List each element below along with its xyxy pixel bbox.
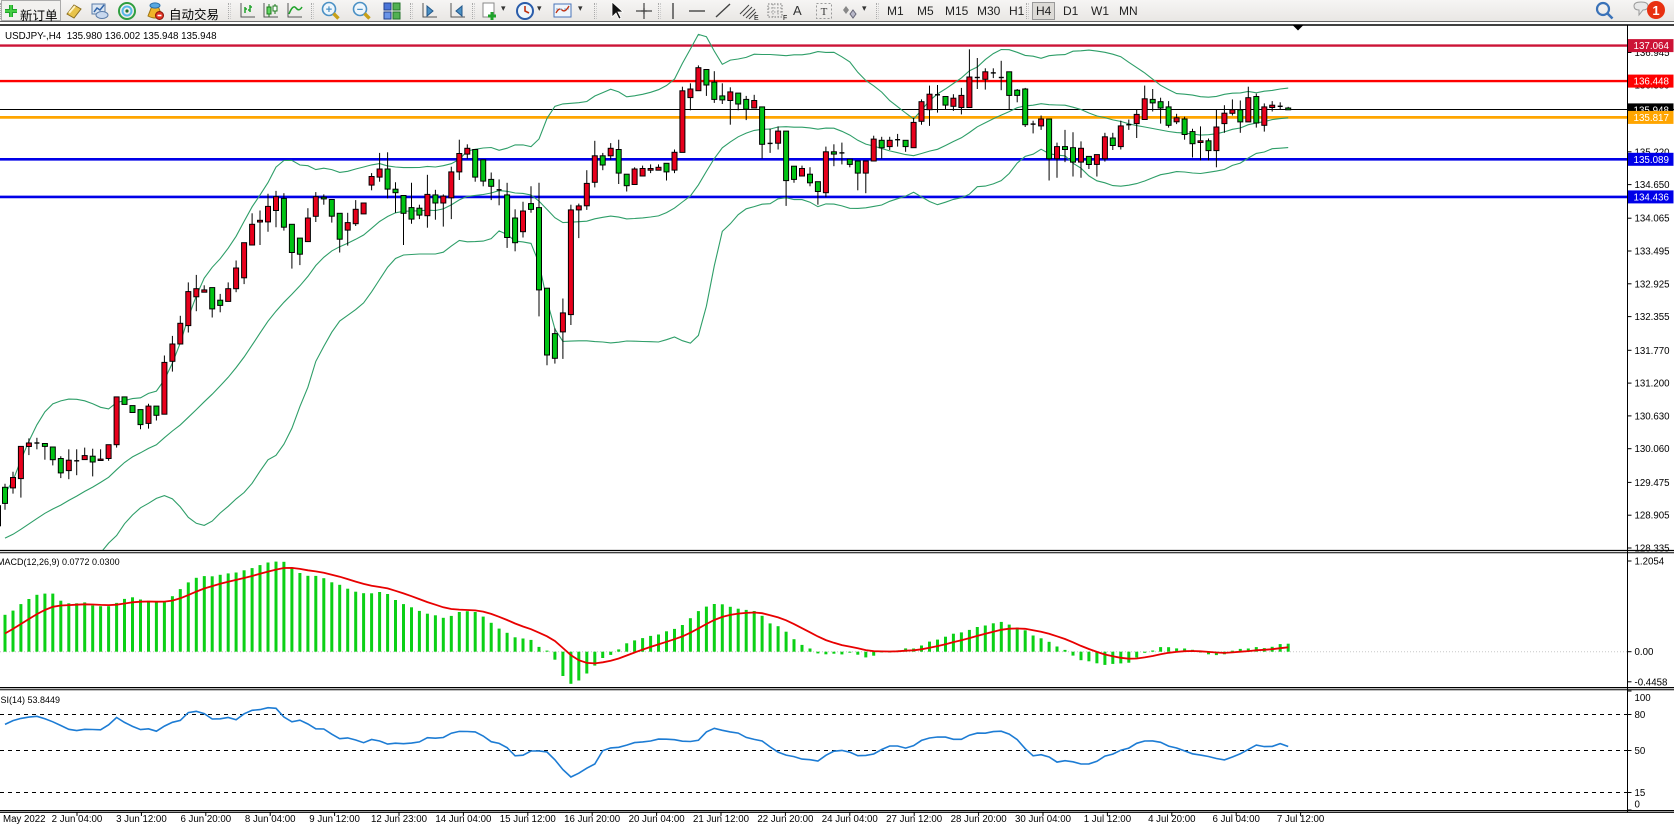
svg-text:15: 15 xyxy=(1635,788,1646,799)
svg-text:50: 50 xyxy=(1635,746,1646,757)
svg-text:May 2022: May 2022 xyxy=(3,814,46,825)
svg-text:USDJPY-,H4 135.980 136.002 13: USDJPY-,H4 135.980 136.002 135.948 135.9… xyxy=(5,31,217,42)
svg-text:132.355: 132.355 xyxy=(1635,312,1670,323)
svg-text:130.630: 130.630 xyxy=(1635,411,1671,422)
svg-text:130.060: 130.060 xyxy=(1635,444,1671,455)
svg-text:6 Jul 04:00: 6 Jul 04:00 xyxy=(1212,814,1260,825)
svg-text:128.905: 128.905 xyxy=(1635,511,1670,522)
svg-text:+: + xyxy=(326,4,332,16)
svg-text:3 Jun 12:00: 3 Jun 12:00 xyxy=(116,814,167,825)
svg-text:E: E xyxy=(754,15,759,22)
svg-text:136.945: 136.945 xyxy=(1635,48,1670,59)
svg-text:24 Jun 04:00: 24 Jun 04:00 xyxy=(822,814,879,825)
svg-text:27 Jun 12:00: 27 Jun 12:00 xyxy=(886,814,943,825)
svg-text:131.770: 131.770 xyxy=(1635,346,1671,357)
svg-text:137.064: 137.064 xyxy=(1634,41,1670,52)
svg-text:0.00: 0.00 xyxy=(1635,647,1654,658)
svg-text:132.925: 132.925 xyxy=(1635,279,1670,290)
svg-text:21 Jun 12:00: 21 Jun 12:00 xyxy=(693,814,750,825)
svg-text:-0.4458: -0.4458 xyxy=(1635,677,1668,688)
svg-text:133.495: 133.495 xyxy=(1635,247,1670,258)
svg-text:80: 80 xyxy=(1635,710,1646,721)
svg-text:4 Jul 20:00: 4 Jul 20:00 xyxy=(1148,814,1196,825)
svg-text:1.2054: 1.2054 xyxy=(1635,557,1665,568)
svg-text:30 Jun 04:00: 30 Jun 04:00 xyxy=(1015,814,1072,825)
svg-text:2 Jun 04:00: 2 Jun 04:00 xyxy=(52,814,103,825)
svg-text:T: T xyxy=(821,6,828,18)
svg-text:0: 0 xyxy=(1635,799,1641,810)
svg-text:135.817: 135.817 xyxy=(1634,113,1669,124)
svg-text:20 Jun 04:00: 20 Jun 04:00 xyxy=(629,814,686,825)
svg-text:RSI(14) 53.8449: RSI(14) 53.8449 xyxy=(0,695,60,705)
svg-text:22 Jun 20:00: 22 Jun 20:00 xyxy=(757,814,814,825)
svg-text:28 Jun 20:00: 28 Jun 20:00 xyxy=(951,814,1008,825)
svg-text:134.065: 134.065 xyxy=(1635,214,1670,225)
svg-text:1 Jul 12:00: 1 Jul 12:00 xyxy=(1084,814,1132,825)
svg-text:7 Jul 12:00: 7 Jul 12:00 xyxy=(1277,814,1325,825)
svg-text:134.650: 134.650 xyxy=(1635,180,1671,191)
svg-text:8 Jun 04:00: 8 Jun 04:00 xyxy=(245,814,296,825)
svg-text:135.089: 135.089 xyxy=(1634,155,1669,166)
svg-text:100: 100 xyxy=(1635,693,1652,704)
svg-text:136.448: 136.448 xyxy=(1634,77,1670,88)
svg-text:15 Jun 12:00: 15 Jun 12:00 xyxy=(500,814,557,825)
svg-text:1: 1 xyxy=(1652,3,1659,18)
svg-text:129.475: 129.475 xyxy=(1635,478,1670,489)
svg-text:134.436: 134.436 xyxy=(1634,192,1670,203)
svg-text:MACD(12,26,9) 0.0772 0.0300: MACD(12,26,9) 0.0772 0.0300 xyxy=(0,557,120,567)
svg-text:9 Jun 12:00: 9 Jun 12:00 xyxy=(309,814,360,825)
svg-text:−: − xyxy=(357,4,363,16)
svg-text:12 Jun 23:00: 12 Jun 23:00 xyxy=(371,814,428,825)
svg-text:131.200: 131.200 xyxy=(1635,379,1671,390)
svg-text:14 Jun 04:00: 14 Jun 04:00 xyxy=(435,814,492,825)
svg-text:16 Jun 20:00: 16 Jun 20:00 xyxy=(564,814,621,825)
svg-text:F: F xyxy=(783,15,787,22)
svg-text:6 Jun 20:00: 6 Jun 20:00 xyxy=(180,814,231,825)
svg-text:128.335: 128.335 xyxy=(1635,544,1670,555)
